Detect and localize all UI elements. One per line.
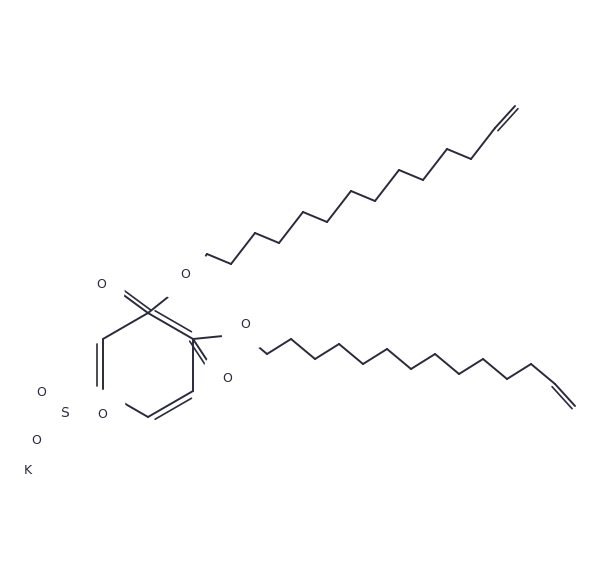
Text: O: O [97, 409, 107, 422]
Text: K: K [24, 463, 32, 476]
Text: O: O [96, 278, 106, 291]
Text: O: O [31, 435, 41, 448]
Text: O: O [222, 373, 232, 386]
Text: S: S [60, 406, 70, 420]
Text: O: O [36, 386, 46, 399]
Text: O: O [240, 318, 250, 330]
Text: O: O [180, 269, 190, 282]
